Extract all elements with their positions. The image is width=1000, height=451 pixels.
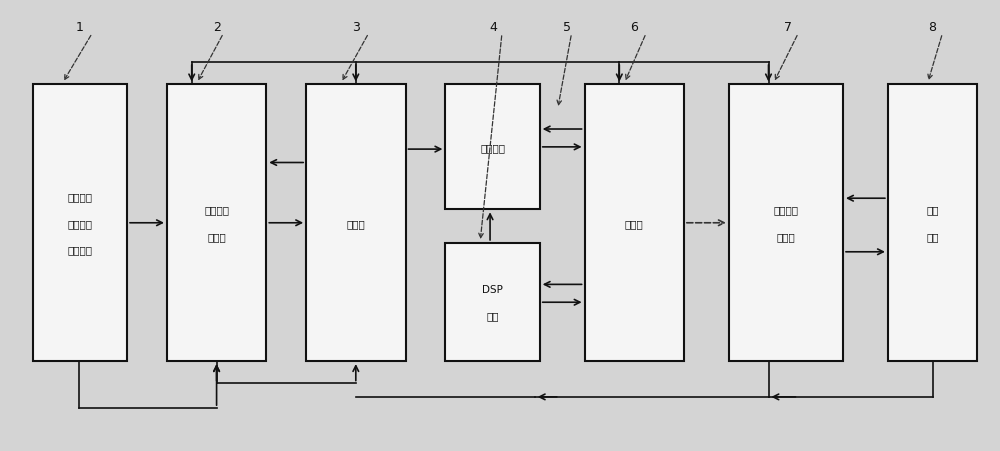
Bar bbox=[445, 244, 540, 361]
Text: 阳能屋顶: 阳能屋顶 bbox=[67, 218, 92, 228]
Text: 逆变单元: 逆变单元 bbox=[480, 143, 505, 152]
Bar bbox=[306, 85, 406, 361]
Bar bbox=[888, 85, 977, 361]
Text: 交流: 交流 bbox=[926, 205, 939, 215]
Text: 充放电控: 充放电控 bbox=[204, 205, 229, 215]
Text: 控制: 控制 bbox=[486, 311, 499, 321]
Bar bbox=[585, 85, 684, 361]
Text: 车充电: 车充电 bbox=[777, 232, 795, 242]
Text: 1: 1 bbox=[75, 21, 83, 34]
Text: 8: 8 bbox=[929, 21, 937, 34]
Text: 光伏阳池: 光伏阳池 bbox=[67, 245, 92, 255]
Text: 蓄电池: 蓄电池 bbox=[346, 218, 365, 228]
Text: 传感器: 传感器 bbox=[625, 218, 644, 228]
Text: 5: 5 bbox=[563, 21, 571, 34]
Text: 6: 6 bbox=[630, 21, 638, 34]
Bar bbox=[33, 85, 127, 361]
Text: 7: 7 bbox=[784, 21, 792, 34]
Text: 4: 4 bbox=[489, 21, 497, 34]
Bar bbox=[167, 85, 266, 361]
Text: DSP: DSP bbox=[482, 284, 503, 294]
Bar bbox=[729, 85, 843, 361]
Text: 电力驱动: 电力驱动 bbox=[773, 205, 798, 215]
Text: 电网: 电网 bbox=[926, 232, 939, 242]
Bar bbox=[445, 85, 540, 210]
Text: 3: 3 bbox=[352, 21, 360, 34]
Text: 2: 2 bbox=[213, 21, 221, 34]
Text: 制单元: 制单元 bbox=[207, 232, 226, 242]
Text: 加油站太: 加油站太 bbox=[67, 192, 92, 202]
